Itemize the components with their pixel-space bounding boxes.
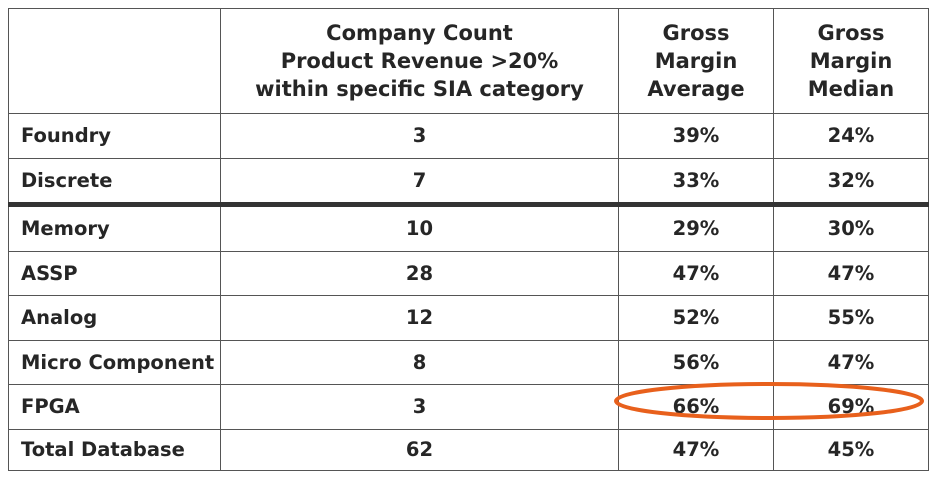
row-category: Total Database — [8, 428, 221, 471]
header-gross-margin-average: Gross Margin Average — [618, 8, 774, 114]
row-company-count: 28 — [220, 250, 619, 296]
row-company-count: 7 — [220, 157, 619, 205]
header-company-count: Company Count Product Revenue >20% withi… — [220, 8, 619, 114]
table-row-assp: ASSP 28 47% 47% — [8, 250, 929, 296]
row-category: Memory — [8, 202, 221, 252]
row-gross-margin-average: 56% — [618, 339, 774, 385]
row-category: FPGA — [8, 384, 221, 430]
row-gross-margin-average: 66% — [618, 384, 774, 430]
table-row-memory: Memory 10 29% 30% — [8, 202, 929, 252]
row-category: Foundry — [8, 113, 221, 159]
row-company-count: 3 — [220, 384, 619, 430]
header-company-count-line-3: within specific SIA category — [255, 77, 584, 101]
row-gross-margin-average: 47% — [618, 250, 774, 296]
row-gross-margin-median: 45% — [773, 428, 929, 471]
row-company-count: 3 — [220, 113, 619, 159]
row-gross-margin-median: 32% — [773, 157, 929, 205]
header-median-line-3: Median — [807, 77, 895, 101]
header-row: Company Count Product Revenue >20% withi… — [8, 8, 929, 114]
row-company-count: 62 — [220, 428, 619, 471]
table-row-foundry: Foundry 3 39% 24% — [8, 113, 929, 159]
row-gross-margin-average: 29% — [618, 202, 774, 252]
row-category: Discrete — [8, 157, 221, 205]
header-average-line-1: Gross — [662, 21, 730, 45]
table-row-micro-component: Micro Component 8 56% 47% — [8, 339, 929, 385]
row-gross-margin-median: 69% — [773, 384, 929, 430]
row-gross-margin-average: 52% — [618, 295, 774, 341]
row-company-count: 10 — [220, 202, 619, 252]
row-gross-margin-median: 30% — [773, 202, 929, 252]
row-gross-margin-average: 47% — [618, 428, 774, 471]
row-category: Micro Component — [8, 339, 221, 385]
table-row-fpga: FPGA 3 66% 69% — [8, 384, 929, 430]
row-company-count: 8 — [220, 339, 619, 385]
header-average-line-2: Margin — [654, 49, 738, 73]
row-gross-margin-median: 24% — [773, 113, 929, 159]
header-average-line-3: Average — [647, 77, 745, 101]
header-company-count-line-2: Product Revenue >20% — [280, 49, 559, 73]
row-company-count: 12 — [220, 295, 619, 341]
row-gross-margin-average: 39% — [618, 113, 774, 159]
header-median-line-1: Gross — [817, 21, 885, 45]
header-gross-margin-median: Gross Margin Median — [773, 8, 929, 114]
header-blank-cell — [8, 8, 221, 114]
row-gross-margin-average: 33% — [618, 157, 774, 205]
table-row-analog: Analog 12 52% 55% — [8, 295, 929, 341]
table-row-discrete: Discrete 7 33% 32% — [8, 157, 929, 205]
row-gross-margin-median: 47% — [773, 339, 929, 385]
row-category: ASSP — [8, 250, 221, 296]
row-category: Analog — [8, 295, 221, 341]
row-gross-margin-median: 47% — [773, 250, 929, 296]
table-row-total-database: Total Database 62 47% 45% — [8, 428, 929, 471]
header-median-line-2: Margin — [809, 49, 893, 73]
gross-margin-table: Company Count Product Revenue >20% withi… — [8, 8, 929, 471]
header-company-count-line-1: Company Count — [326, 21, 513, 45]
row-gross-margin-median: 55% — [773, 295, 929, 341]
